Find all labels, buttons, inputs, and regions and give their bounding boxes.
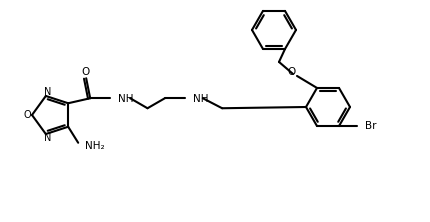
- Text: O: O: [288, 67, 296, 77]
- Text: NH: NH: [193, 94, 208, 104]
- Text: O: O: [81, 67, 89, 77]
- Text: NH: NH: [118, 94, 134, 104]
- Text: N: N: [44, 87, 52, 97]
- Text: Br: Br: [365, 121, 377, 131]
- Text: NH₂: NH₂: [85, 141, 105, 151]
- Text: O: O: [23, 110, 31, 120]
- Text: N: N: [44, 133, 52, 143]
